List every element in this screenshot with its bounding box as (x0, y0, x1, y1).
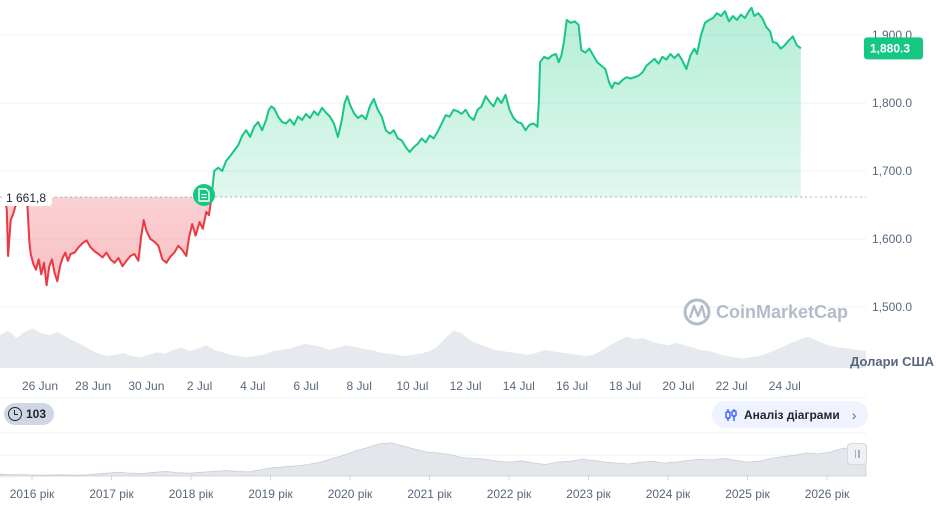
x-tick-label: 12 Jul (450, 379, 482, 393)
history-navigator: 2016 рік 2017 рік 2018 рік 2019 рік 2020 рік… (0, 432, 867, 501)
y-tick-label: 1,600.0 (872, 232, 912, 246)
x-tick-label: 8 Jul (347, 379, 372, 393)
navigator-tick-label: 2017 рік (89, 487, 134, 501)
x-tick-label: 4 Jul (240, 379, 265, 393)
x-axis: 26 Jun 28 Jun 30 Jun 2 Jul 4 Jul 6 Jul 8 Jul 10… (22, 379, 801, 393)
x-tick-label: 10 Jul (396, 379, 428, 393)
analysis-label: Аналіз діаграми (744, 407, 840, 422)
document-icon[interactable] (193, 184, 215, 206)
navigator-tick-label: 2022 рік (487, 487, 532, 501)
x-tick-label: 24 Jul (769, 379, 801, 393)
watermark: CoinMarketCap (683, 298, 848, 326)
history-icon (8, 407, 22, 421)
navigator-tick-label: 2026 рік (805, 487, 850, 501)
y-axis: 1,500.01,600.01,700.01,800.01,900.0 (872, 28, 912, 314)
price-series (3, 6, 802, 287)
x-tick-label: 14 Jul (503, 379, 535, 393)
navigator-area (0, 442, 867, 477)
x-tick-label: 28 Jun (75, 379, 111, 393)
baseline-value: 1 661,8 (6, 191, 46, 205)
x-tick-label: 2 Jul (187, 379, 212, 393)
drag-handle-icon[interactable] (847, 443, 867, 465)
current-price-value: 1,880.3 (870, 41, 910, 55)
navigator-tick-label: 2025 рік (725, 487, 770, 501)
current-price-badge: 1,880.3 (864, 37, 923, 60)
x-tick-label: 30 Jun (128, 379, 164, 393)
history-counter-badge[interactable]: 103 (4, 403, 55, 425)
y-tick-label: 1,800.0 (872, 96, 912, 110)
y-tick-label: 1,500.0 (872, 300, 912, 314)
x-tick-label: 26 Jun (22, 379, 58, 393)
navigator-tick-label: 2023 рік (566, 487, 611, 501)
up-line (3, 6, 802, 197)
down-area (4, 196, 801, 286)
volume-bars (0, 328, 866, 368)
x-tick-label: 6 Jul (293, 379, 318, 393)
candles-icon (725, 408, 737, 421)
x-tick-label: 22 Jul (716, 379, 748, 393)
baseline-label-bg (2, 187, 52, 206)
navigator-tick-label: 2021 рік (407, 487, 452, 501)
x-tick-label: 16 Jul (556, 379, 588, 393)
x-tick-label: 18 Jul (609, 379, 641, 393)
navigator-tick-label: 2018 рік (169, 487, 214, 501)
counter-value: 103 (26, 407, 47, 421)
watermark-text: CoinMarketCap (716, 302, 848, 322)
up-area (4, 7, 801, 197)
current-price-bg (864, 37, 923, 60)
navigator-tick-label: 2024 рік (646, 487, 691, 501)
chart-analysis-button[interactable]: Аналіз діаграми › (712, 401, 869, 428)
coinmarketcap-logo-icon (683, 298, 711, 326)
navigator-tick-label: 2016 рік (10, 487, 55, 501)
navigator-tick-label: 2019 рік (248, 487, 293, 501)
chevron-right-icon: › (851, 406, 857, 423)
x-tick-label: 20 Jul (662, 379, 694, 393)
volume-area (0, 328, 866, 368)
y-tick-label: 1,700.0 (872, 164, 912, 178)
baseline-label: 1 661,8 (2, 187, 52, 206)
down-line (4, 196, 213, 287)
currency-label: Долари США (850, 354, 934, 369)
navigator-tick-label: 2020 рік (328, 487, 373, 501)
